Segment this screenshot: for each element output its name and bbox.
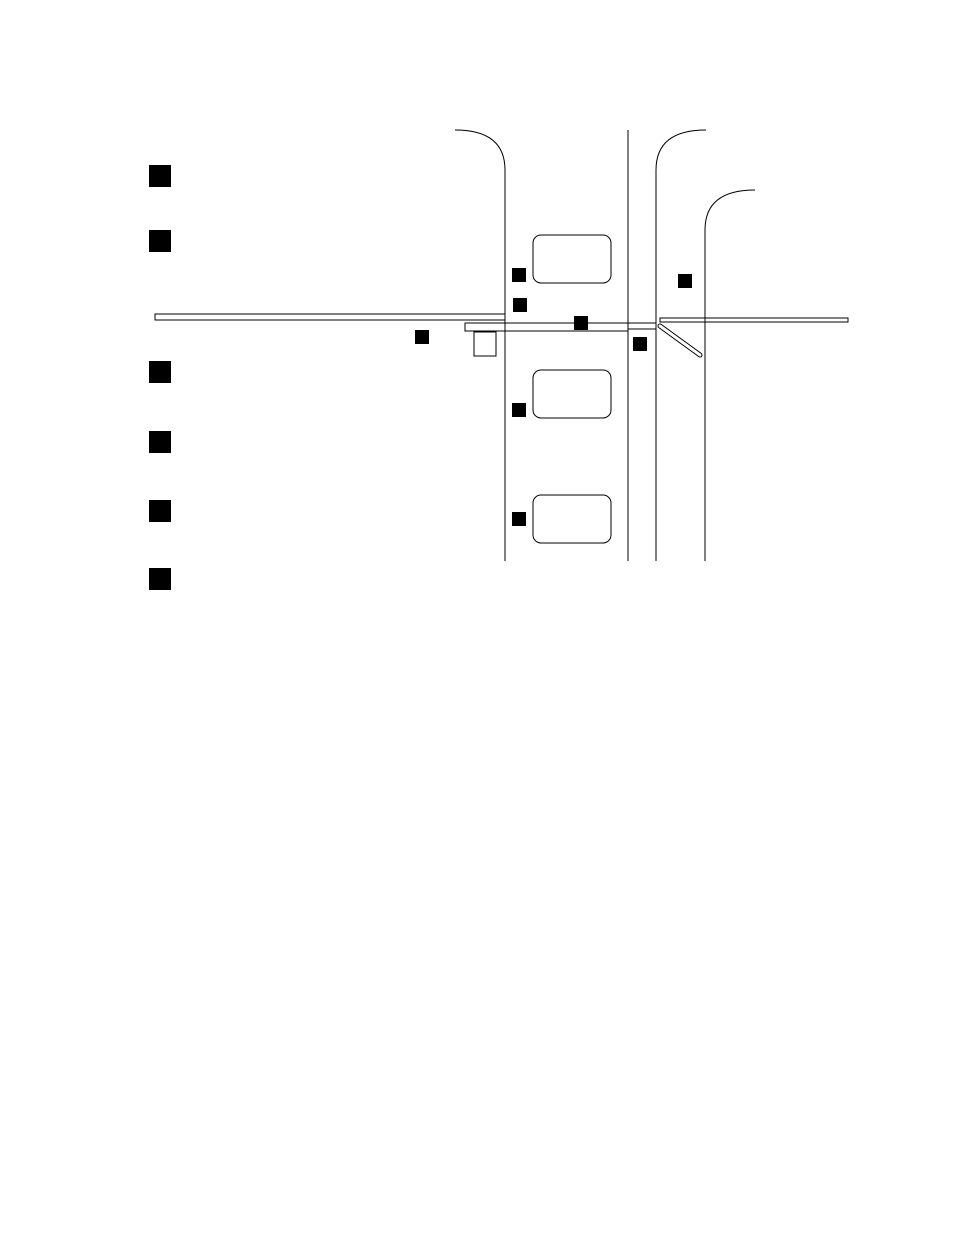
rail-lower-left xyxy=(465,323,505,331)
rounded-box-1 xyxy=(533,370,611,418)
diagram-marker-6 xyxy=(512,403,526,417)
legend-marker-0 xyxy=(149,165,171,187)
rail-top xyxy=(155,314,505,320)
rail-right-ext xyxy=(660,318,848,322)
rounded-box-2 xyxy=(533,495,611,543)
diagram-marker-5 xyxy=(678,274,692,288)
rail-lower-right xyxy=(505,323,628,331)
diagram-marker-2 xyxy=(513,298,527,312)
rounded-box-0 xyxy=(533,235,611,283)
diagram-marker-1 xyxy=(512,268,526,282)
diagram-marker-3 xyxy=(574,316,588,330)
vertical-line-3 xyxy=(705,190,755,561)
diagram-marker-4 xyxy=(633,337,647,351)
legend-marker-3 xyxy=(149,431,171,453)
legend-marker-5 xyxy=(149,568,171,590)
vertical-line-0 xyxy=(455,130,505,561)
legend-marker-1 xyxy=(149,230,171,252)
line-diagram xyxy=(0,0,954,1235)
legend-marker-2 xyxy=(149,361,171,383)
hanging-box xyxy=(474,332,496,356)
diagram-marker-7 xyxy=(512,512,526,526)
legend-marker-4 xyxy=(149,500,171,522)
vertical-line-2 xyxy=(656,130,706,561)
gate-line-inner xyxy=(660,326,700,355)
diagram-marker-0 xyxy=(415,330,429,344)
